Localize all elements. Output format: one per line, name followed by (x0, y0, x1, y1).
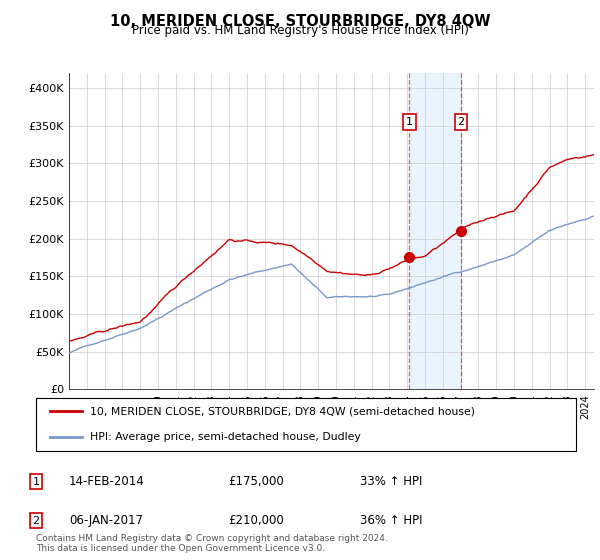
Text: £175,000: £175,000 (228, 475, 284, 488)
Text: £210,000: £210,000 (228, 514, 284, 528)
Text: 14-FEB-2014: 14-FEB-2014 (69, 475, 145, 488)
Bar (409, 73, 461, 389)
Text: Price paid vs. HM Land Registry's House Price Index (HPI): Price paid vs. HM Land Registry's House … (131, 24, 469, 37)
Text: 1: 1 (406, 117, 413, 127)
Text: 06-JAN-2017: 06-JAN-2017 (69, 514, 143, 528)
Text: 2: 2 (457, 117, 464, 127)
Text: 36% ↑ HPI: 36% ↑ HPI (360, 514, 422, 528)
Text: HPI: Average price, semi-detached house, Dudley: HPI: Average price, semi-detached house,… (90, 432, 361, 442)
Text: 10, MERIDEN CLOSE, STOURBRIDGE, DY8 4QW: 10, MERIDEN CLOSE, STOURBRIDGE, DY8 4QW (110, 14, 490, 29)
FancyBboxPatch shape (36, 398, 576, 451)
Text: 33% ↑ HPI: 33% ↑ HPI (360, 475, 422, 488)
Text: 1: 1 (32, 477, 40, 487)
Text: 2: 2 (32, 516, 40, 526)
Text: 10, MERIDEN CLOSE, STOURBRIDGE, DY8 4QW (semi-detached house): 10, MERIDEN CLOSE, STOURBRIDGE, DY8 4QW … (90, 407, 475, 417)
Text: Contains HM Land Registry data © Crown copyright and database right 2024.
This d: Contains HM Land Registry data © Crown c… (36, 534, 388, 553)
